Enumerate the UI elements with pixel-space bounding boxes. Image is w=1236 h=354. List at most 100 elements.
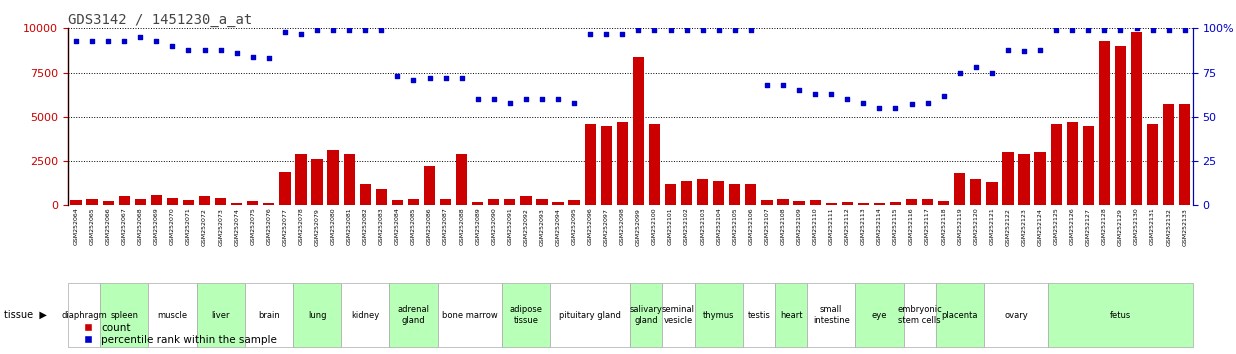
Text: small
intestine: small intestine bbox=[813, 306, 849, 325]
Text: embryonic
stem cells: embryonic stem cells bbox=[897, 306, 942, 325]
Bar bbox=[904, 283, 936, 347]
Bar bbox=[87, 199, 98, 205]
Point bbox=[1095, 27, 1115, 33]
Text: diaphragm: diaphragm bbox=[61, 310, 108, 320]
Text: GSM252121: GSM252121 bbox=[989, 208, 995, 245]
Text: testis: testis bbox=[748, 310, 770, 320]
Point bbox=[724, 27, 744, 33]
Text: GSM252127: GSM252127 bbox=[1085, 208, 1091, 246]
Bar bbox=[1067, 122, 1078, 205]
Bar bbox=[649, 124, 660, 205]
Text: GSM252070: GSM252070 bbox=[169, 208, 176, 245]
Point bbox=[709, 27, 729, 33]
Point bbox=[821, 91, 840, 97]
Point bbox=[628, 27, 648, 33]
Text: GSM252119: GSM252119 bbox=[957, 208, 963, 245]
Point bbox=[195, 47, 215, 52]
Bar bbox=[855, 283, 904, 347]
Text: seminal
vesicle: seminal vesicle bbox=[662, 306, 695, 325]
Text: GSM252131: GSM252131 bbox=[1149, 208, 1156, 245]
Point bbox=[901, 102, 921, 107]
Text: bone marrow: bone marrow bbox=[441, 310, 498, 320]
Bar bbox=[360, 184, 371, 205]
Text: GSM252065: GSM252065 bbox=[89, 208, 95, 245]
Bar bbox=[502, 283, 550, 347]
Text: GSM252069: GSM252069 bbox=[153, 208, 159, 245]
Bar bbox=[794, 201, 805, 205]
Text: GSM252078: GSM252078 bbox=[298, 208, 304, 245]
Bar bbox=[729, 184, 740, 205]
Bar bbox=[167, 198, 178, 205]
Bar bbox=[151, 195, 162, 205]
Text: GSM252082: GSM252082 bbox=[362, 208, 368, 245]
Bar bbox=[936, 283, 984, 347]
Bar bbox=[197, 283, 245, 347]
Point bbox=[917, 100, 937, 105]
Point bbox=[227, 50, 247, 56]
Text: GSM252125: GSM252125 bbox=[1053, 208, 1059, 245]
Point bbox=[692, 27, 712, 33]
Point bbox=[274, 29, 294, 35]
Bar bbox=[215, 198, 226, 205]
Text: GSM252103: GSM252103 bbox=[700, 208, 706, 245]
Text: GSM252077: GSM252077 bbox=[282, 208, 288, 246]
Bar bbox=[1179, 104, 1190, 205]
Bar bbox=[1035, 152, 1046, 205]
Text: adrenal
gland: adrenal gland bbox=[398, 306, 429, 325]
Text: liver: liver bbox=[211, 310, 230, 320]
Bar bbox=[777, 199, 789, 205]
Point bbox=[853, 100, 873, 105]
Point bbox=[435, 75, 455, 81]
Text: GSM252090: GSM252090 bbox=[491, 208, 497, 245]
Point bbox=[1014, 48, 1033, 54]
Text: GSM252098: GSM252098 bbox=[619, 208, 625, 245]
Text: GSM252067: GSM252067 bbox=[121, 208, 127, 245]
Bar bbox=[922, 199, 933, 205]
Text: GSM252093: GSM252093 bbox=[539, 208, 545, 246]
Text: GSM252104: GSM252104 bbox=[716, 208, 722, 245]
Text: GSM252107: GSM252107 bbox=[764, 208, 770, 245]
Bar bbox=[552, 202, 564, 205]
Point bbox=[403, 77, 423, 82]
Bar bbox=[1147, 124, 1158, 205]
Bar bbox=[341, 283, 389, 347]
Bar bbox=[569, 200, 580, 205]
Point bbox=[324, 27, 344, 33]
Bar bbox=[279, 172, 290, 205]
Bar bbox=[295, 154, 307, 205]
Bar bbox=[745, 184, 756, 205]
Text: GSM252081: GSM252081 bbox=[346, 208, 352, 245]
Point bbox=[1127, 25, 1147, 31]
Text: GSM252118: GSM252118 bbox=[941, 208, 947, 245]
Text: adipose
tissue: adipose tissue bbox=[509, 306, 543, 325]
Text: GSM252064: GSM252064 bbox=[73, 208, 79, 245]
Bar bbox=[520, 196, 531, 205]
Bar bbox=[148, 283, 197, 347]
Bar bbox=[183, 200, 194, 205]
Bar bbox=[697, 179, 708, 205]
Text: GSM252096: GSM252096 bbox=[587, 208, 593, 245]
Bar bbox=[293, 283, 341, 347]
Point bbox=[756, 82, 776, 88]
Bar bbox=[456, 154, 467, 205]
Bar bbox=[100, 283, 148, 347]
Point bbox=[660, 27, 680, 33]
Text: GSM252074: GSM252074 bbox=[234, 208, 240, 246]
Text: GSM252116: GSM252116 bbox=[908, 208, 915, 245]
Text: pituitary gland: pituitary gland bbox=[559, 310, 622, 320]
Bar bbox=[392, 200, 403, 205]
Text: placenta: placenta bbox=[942, 310, 978, 320]
Text: GSM252133: GSM252133 bbox=[1182, 208, 1188, 246]
Text: thymus: thymus bbox=[703, 310, 734, 320]
Text: GSM252114: GSM252114 bbox=[876, 208, 883, 245]
Bar bbox=[119, 195, 130, 205]
Text: GSM252120: GSM252120 bbox=[973, 208, 979, 245]
Text: GSM252115: GSM252115 bbox=[892, 208, 899, 245]
Text: GSM252128: GSM252128 bbox=[1101, 208, 1107, 245]
Point bbox=[531, 96, 551, 102]
Point bbox=[371, 27, 391, 33]
Bar bbox=[601, 126, 612, 205]
Bar bbox=[775, 283, 807, 347]
Point bbox=[1174, 27, 1194, 33]
Bar bbox=[440, 199, 451, 205]
